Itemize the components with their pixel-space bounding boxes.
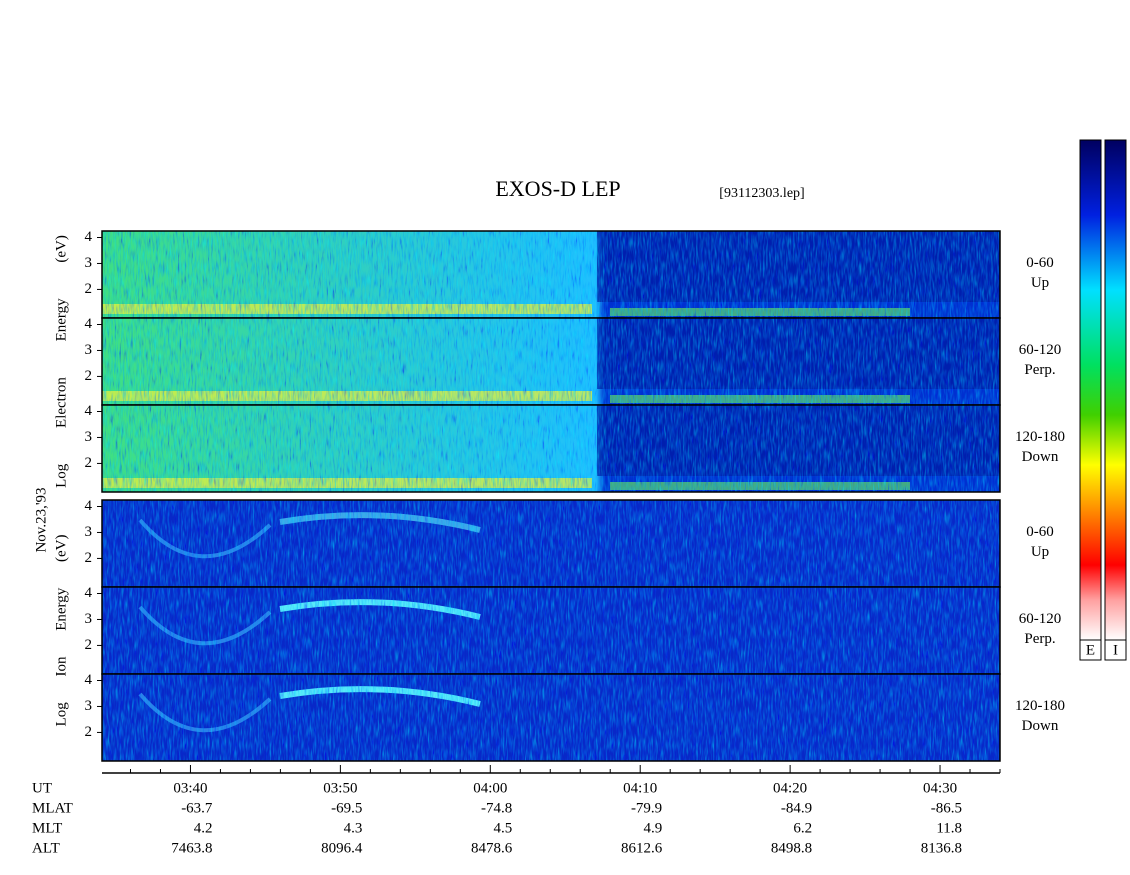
row-value: 4.3: [344, 820, 363, 836]
panel-direction: Perp.: [1024, 362, 1055, 378]
panel-direction: Down: [1022, 449, 1059, 465]
row-value: -63.7: [181, 800, 213, 816]
spectrogram-noise: [102, 405, 1000, 492]
row-label: MLT: [32, 820, 62, 836]
row-value: -74.8: [481, 800, 512, 816]
panel-range: 120-180: [1015, 698, 1065, 714]
y-tick-label: 3: [85, 429, 93, 445]
row-value: 8498.8: [771, 840, 812, 856]
title: EXOS-D LEP: [495, 176, 620, 201]
y-tick-label: 3: [85, 255, 93, 271]
colorbar: [1079, 139, 1102, 641]
y-tick-label: 2: [85, 455, 93, 471]
row-value: -69.5: [331, 800, 362, 816]
y-tick-label: 4: [85, 403, 93, 419]
date: Nov.23,'93: [33, 487, 49, 552]
row-value: -84.9: [781, 800, 812, 816]
spectrogram-noise: [102, 318, 1000, 405]
row-value: 4.2: [194, 820, 213, 836]
row-value: 8478.6: [471, 840, 513, 856]
panel-range: 60-120: [1019, 342, 1062, 358]
spectrogram-noise: [102, 500, 1000, 587]
spectrogram-noise: [102, 674, 1000, 761]
y-tick-label: 2: [85, 368, 93, 384]
panel-frame: [101, 673, 1001, 762]
y-tick-label: 4: [85, 498, 93, 514]
spectrogram-noise: [102, 587, 1000, 674]
y-tick-label: 3: [85, 611, 93, 627]
row-label: ALT: [32, 840, 60, 856]
y-tick-label: 3: [85, 342, 93, 358]
y-tick-label: 2: [85, 550, 93, 566]
panel-direction: Down: [1022, 718, 1059, 734]
time-label: 04:30: [923, 780, 957, 796]
y-tick-label: 3: [85, 698, 93, 714]
row-value: 4.9: [643, 820, 662, 836]
row-value: 11.8: [936, 820, 962, 836]
y-tick-label: 2: [85, 281, 93, 297]
row-value: -79.9: [631, 800, 662, 816]
file-name: [93112303.lep]: [719, 186, 804, 201]
panel-range: 0-60: [1026, 255, 1054, 271]
time-label: 03:50: [323, 780, 357, 796]
row-value: 6.2: [793, 820, 812, 836]
panel-direction: Up: [1031, 275, 1049, 291]
colorbar-box: [1104, 639, 1127, 661]
row-value: 7463.8: [171, 840, 212, 856]
y-tick-label: 4: [85, 316, 93, 332]
panel-direction: Up: [1031, 544, 1049, 560]
row-label: UT: [32, 780, 52, 796]
colorbars: E I: [1079, 139, 1127, 661]
panel-range: 0-60: [1026, 524, 1054, 540]
y-tick-label: 3: [85, 524, 93, 540]
colorbar-box: [1079, 639, 1102, 661]
row-value: 4.5: [494, 820, 513, 836]
axis-label: Log Electron Energy (eV): [53, 235, 69, 488]
time-label: 04:00: [473, 780, 507, 796]
y-tick-label: 2: [85, 637, 93, 653]
colorbar-label: E: [1086, 642, 1095, 658]
axis-label: Log Ion Energy (eV): [53, 535, 69, 727]
time-label: 04:10: [623, 780, 657, 796]
panel-range: 120-180: [1015, 429, 1065, 445]
panel-frame: [101, 404, 1001, 493]
panel-direction: Perp.: [1024, 631, 1055, 647]
y-tick-label: 4: [85, 672, 93, 688]
y-tick-label: 4: [85, 229, 93, 245]
row-value: -86.5: [931, 800, 962, 816]
y-tick-label: 4: [85, 585, 93, 601]
row-value: 8612.6: [621, 840, 663, 856]
row-value: 8096.4: [321, 840, 363, 856]
row-value: 8136.8: [921, 840, 962, 856]
time-label: 03:40: [173, 780, 207, 796]
spectrogram-noise: [102, 231, 1000, 318]
y-tick-label: 2: [85, 724, 93, 740]
panel-range: 60-120: [1019, 611, 1062, 627]
colorbar: [1104, 139, 1127, 641]
colorbar-label: I: [1113, 642, 1118, 658]
row-label: MLAT: [32, 800, 73, 816]
time-label: 04:20: [773, 780, 807, 796]
